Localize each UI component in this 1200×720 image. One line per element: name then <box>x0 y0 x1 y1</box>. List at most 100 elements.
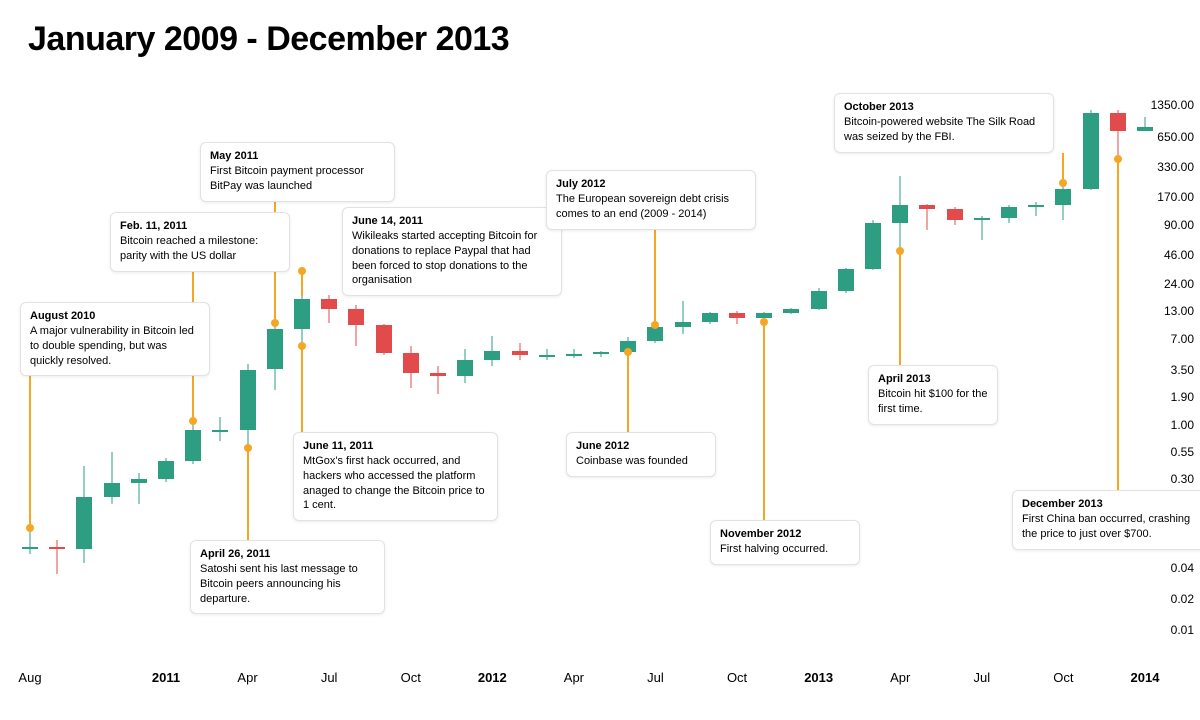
candle-body <box>783 309 799 312</box>
annotation-box: October 2013Bitcoin-powered website The … <box>834 93 1054 153</box>
annotation-box: August 2010A major vulnerability in Bitc… <box>20 302 210 376</box>
annotation-text: First Bitcoin payment processor BitPay w… <box>210 165 364 192</box>
annotation-text: Bitcoin reached a milestone: parity with… <box>120 235 258 262</box>
candle-body <box>49 547 65 549</box>
annotation-title: June 2012 <box>576 439 706 454</box>
x-axis-label: Jul <box>647 670 664 685</box>
candle-body <box>457 360 473 376</box>
candle-body <box>539 355 555 357</box>
x-axis-label: Aug <box>18 670 41 685</box>
annotation-box: June 2012Coinbase was founded <box>566 432 716 477</box>
annotation-dot-icon <box>26 524 34 532</box>
annotation-dot-icon <box>1114 155 1122 163</box>
annotation-box: June 11, 2011MtGox's first hack occurred… <box>293 432 498 521</box>
y-axis-label: 13.00 <box>1164 304 1194 318</box>
annotation-dot-icon <box>651 321 659 329</box>
annotation-box: April 2013Bitcoin hit $100 for the first… <box>868 365 998 425</box>
candle-body <box>838 269 854 291</box>
x-axis-label: 2013 <box>804 670 833 685</box>
annotation-connector <box>627 352 629 432</box>
annotation-connector <box>301 346 303 432</box>
annotation-dot-icon <box>624 348 632 356</box>
x-axis-label: Apr <box>564 670 584 685</box>
candle-body <box>484 351 500 360</box>
annotation-title: May 2011 <box>210 149 385 164</box>
annotation-text: Wikileaks started accepting Bitcoin for … <box>352 230 537 287</box>
candle-wick <box>682 301 683 335</box>
candle-body <box>131 479 147 484</box>
y-axis-label: 0.01 <box>1171 623 1194 637</box>
annotation-title: August 2010 <box>30 309 200 324</box>
y-axis-label: 1350.00 <box>1151 98 1194 112</box>
y-axis-label: 1.00 <box>1171 418 1194 432</box>
candle-wick <box>1036 202 1037 216</box>
candle-body <box>865 223 881 269</box>
candle-body <box>1028 205 1044 207</box>
candle-body <box>376 325 392 353</box>
annotation-title: Feb. 11, 2011 <box>120 219 280 234</box>
candle-body <box>158 461 174 479</box>
annotation-dot-icon <box>760 318 768 326</box>
annotation-dot-icon <box>1059 179 1067 187</box>
candle-body <box>729 313 745 318</box>
candle-body <box>22 547 38 549</box>
candle-body <box>267 329 283 369</box>
x-axis-label: 2012 <box>478 670 507 685</box>
candle-body <box>348 309 364 325</box>
y-axis-label: 650.00 <box>1157 130 1194 144</box>
annotation-box: May 2011First Bitcoin payment processor … <box>200 142 395 202</box>
candle-body <box>240 370 256 430</box>
candle-body <box>974 218 990 220</box>
y-axis-label: 0.02 <box>1171 592 1194 606</box>
annotation-text: Satoshi sent his last message to Bitcoin… <box>200 563 358 605</box>
x-axis-label: Jul <box>974 670 991 685</box>
candle-body <box>566 354 582 356</box>
annotation-connector <box>763 322 765 520</box>
annotation-box: June 14, 2011Wikileaks started accepting… <box>342 207 562 296</box>
candle-body <box>811 291 827 310</box>
candle-body <box>1083 113 1099 189</box>
annotation-dot-icon <box>244 444 252 452</box>
annotation-text: Coinbase was founded <box>576 455 688 467</box>
annotation-connector <box>1117 159 1119 490</box>
annotation-box: July 2012The European sovereign debt cri… <box>546 170 756 230</box>
y-axis-label: 90.00 <box>1164 218 1194 232</box>
annotation-title: June 11, 2011 <box>303 439 488 454</box>
y-axis-label: 1.90 <box>1171 390 1194 404</box>
annotation-text: Bitcoin-powered website The Silk Road wa… <box>844 116 1035 143</box>
annotation-box: Feb. 11, 2011Bitcoin reached a milestone… <box>110 212 290 272</box>
annotation-title: April 26, 2011 <box>200 547 375 562</box>
candle-body <box>104 483 120 496</box>
candle-body <box>76 497 92 549</box>
y-axis-label: 0.04 <box>1171 561 1194 575</box>
y-axis-label: 0.30 <box>1171 472 1194 486</box>
x-axis-label: Oct <box>401 670 421 685</box>
annotation-dot-icon <box>298 342 306 350</box>
candle-body <box>947 209 963 221</box>
candle-body <box>1055 189 1071 206</box>
x-axis-label: Jul <box>321 670 338 685</box>
annotation-dot-icon <box>298 267 306 275</box>
candle-body <box>430 373 446 376</box>
annotation-connector <box>899 251 901 365</box>
annotation-text: A major vulnerability in Bitcoin led to … <box>30 325 194 367</box>
x-axis-label: 2014 <box>1131 670 1160 685</box>
candle-body <box>512 351 528 354</box>
annotation-dot-icon <box>271 319 279 327</box>
annotation-text: First halving occurred. <box>720 543 828 555</box>
y-axis-label: 330.00 <box>1157 160 1194 174</box>
candle-body <box>1137 127 1153 130</box>
candle-body <box>403 353 419 374</box>
annotation-dot-icon <box>896 247 904 255</box>
x-axis-label: Oct <box>1053 670 1073 685</box>
annotation-dot-icon <box>189 417 197 425</box>
candle-wick <box>57 540 58 574</box>
candle-body <box>892 205 908 223</box>
annotation-connector <box>247 448 249 540</box>
x-axis-label: Apr <box>237 670 257 685</box>
candle-body <box>321 299 337 309</box>
annotation-text: The European sovereign debt crisis comes… <box>556 193 729 220</box>
candle-body <box>593 352 609 354</box>
annotation-text: First China ban occurred, crashing the p… <box>1022 513 1190 540</box>
candle-body <box>702 313 718 322</box>
